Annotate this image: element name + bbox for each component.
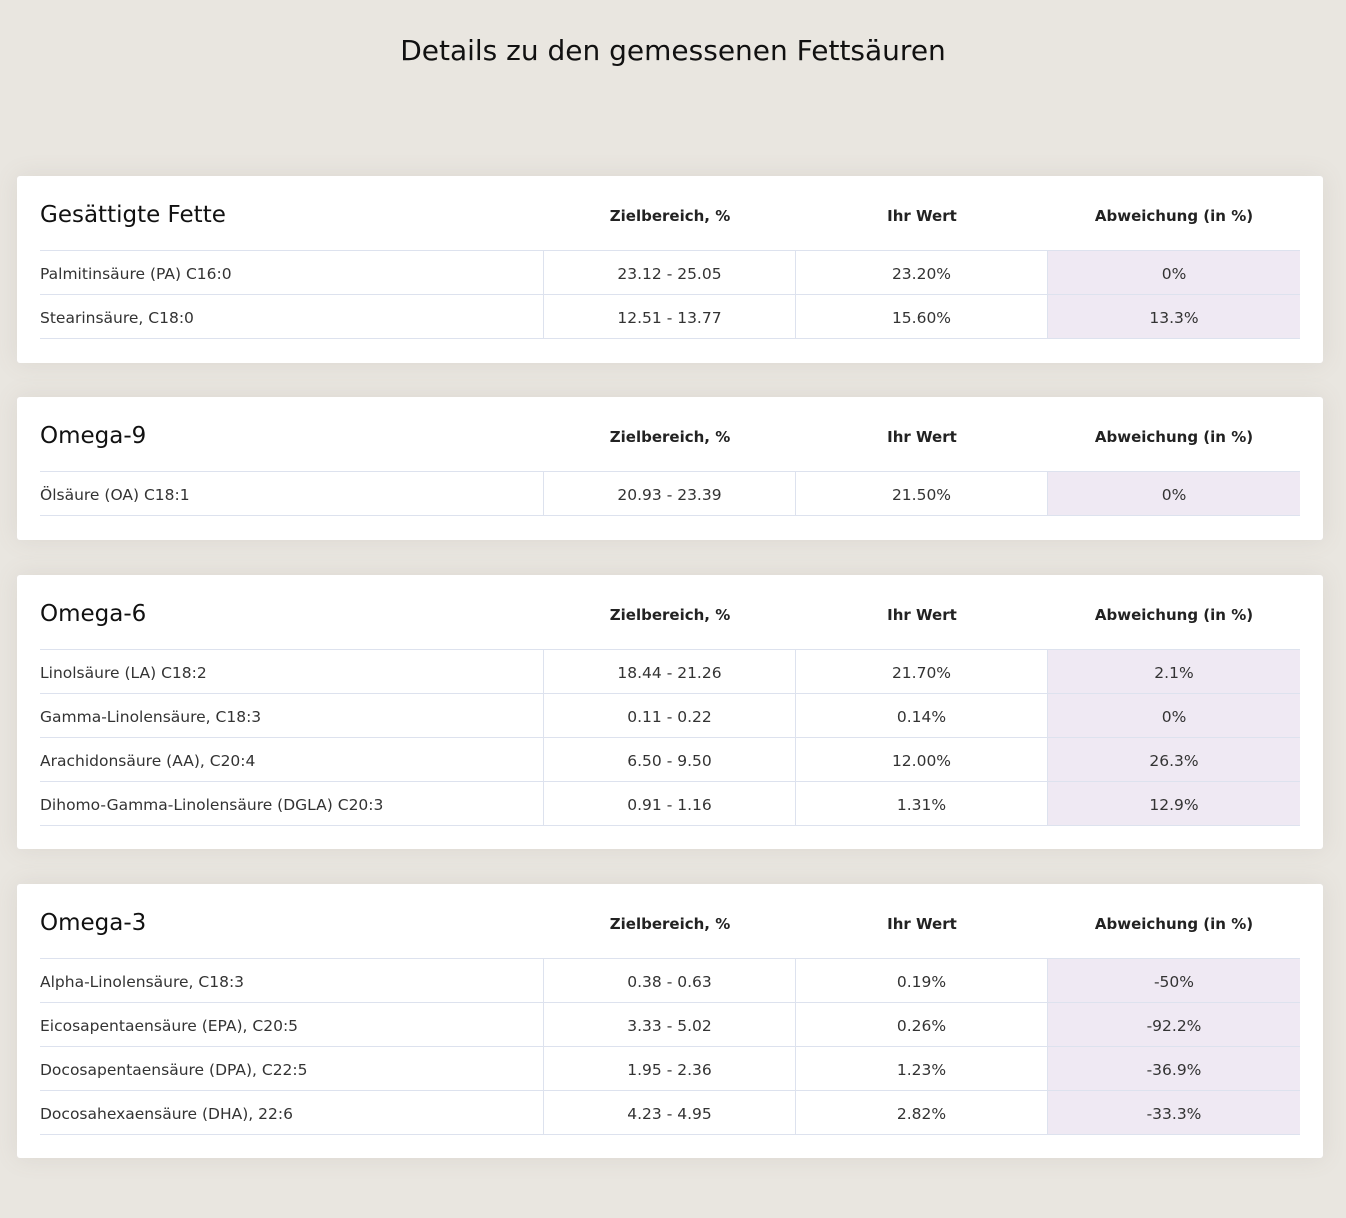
- table-row: Eicosapentaensäure (EPA), C20:5 3.33 - 5…: [40, 1003, 1300, 1047]
- fatty-acid-name: Linolsäure (LA) C18:2: [40, 650, 544, 693]
- table-row: Stearinsäure, C18:0 12.51 - 13.77 15.60%…: [40, 295, 1300, 339]
- column-header-your-value: Ihr Wert: [887, 915, 957, 933]
- table-row: Gamma-Linolensäure, C18:3 0.11 - 0.22 0.…: [40, 694, 1300, 738]
- deviation: -33.3%: [1048, 1091, 1300, 1134]
- target-range: 3.33 - 5.02: [544, 1003, 796, 1046]
- table-row: Linolsäure (LA) C18:2 18.44 - 21.26 21.7…: [40, 650, 1300, 694]
- measured-value: 0.19%: [796, 959, 1048, 1002]
- measured-value: 21.50%: [796, 472, 1048, 515]
- table-row: Dihomo-Gamma-Linolensäure (DGLA) C20:3 0…: [40, 782, 1300, 826]
- section-saturated-fats: Gesättigte Fette Zielbereich, % Ihr Wert…: [17, 176, 1323, 363]
- section-title: Omega-9: [40, 423, 147, 449]
- fatty-acid-name: Dihomo-Gamma-Linolensäure (DGLA) C20:3: [40, 782, 544, 825]
- table-row: Alpha-Linolensäure, C18:3 0.38 - 0.63 0.…: [40, 959, 1300, 1003]
- deviation: 26.3%: [1048, 738, 1300, 781]
- deviation: -92.2%: [1048, 1003, 1300, 1046]
- measured-value: 1.31%: [796, 782, 1048, 825]
- column-header-target-range: Zielbereich, %: [609, 207, 731, 225]
- table-row: Docosapentaensäure (DPA), C22:5 1.95 - 2…: [40, 1047, 1300, 1091]
- measured-value: 2.82%: [796, 1091, 1048, 1134]
- target-range: 18.44 - 21.26: [544, 650, 796, 693]
- fatty-acid-name: Stearinsäure, C18:0: [40, 295, 544, 338]
- section-omega-9: Omega-9 Zielbereich, % Ihr Wert Abweichu…: [17, 397, 1323, 540]
- section-title: Gesättigte Fette: [40, 202, 226, 228]
- section-header: Omega-9 Zielbereich, % Ihr Wert Abweichu…: [40, 397, 1300, 472]
- target-range: 23.12 - 25.05: [544, 251, 796, 294]
- page-title: Details zu den gemessenen Fettsäuren: [400, 34, 946, 67]
- section-omega-6: Omega-6 Zielbereich, % Ihr Wert Abweichu…: [17, 575, 1323, 849]
- section-header: Omega-3 Zielbereich, % Ihr Wert Abweichu…: [40, 884, 1300, 959]
- fatty-acid-name: Alpha-Linolensäure, C18:3: [40, 959, 544, 1002]
- measured-value: 12.00%: [796, 738, 1048, 781]
- fatty-acid-name: Palmitinsäure (PA) C16:0: [40, 251, 544, 294]
- column-header-deviation: Abweichung (in %): [1094, 207, 1254, 225]
- section-header: Gesättigte Fette Zielbereich, % Ihr Wert…: [40, 176, 1300, 251]
- column-header-your-value: Ihr Wert: [887, 606, 957, 624]
- measured-value: 1.23%: [796, 1047, 1048, 1090]
- column-header-target-range: Zielbereich, %: [609, 606, 731, 624]
- fatty-acid-name: Docosahexaensäure (DHA), 22:6: [40, 1091, 544, 1134]
- deviation: 0%: [1048, 472, 1300, 515]
- table-row: Palmitinsäure (PA) C16:0 23.12 - 25.05 2…: [40, 251, 1300, 295]
- fatty-acid-name: Docosapentaensäure (DPA), C22:5: [40, 1047, 544, 1090]
- fatty-acid-name: Arachidonsäure (AA), C20:4: [40, 738, 544, 781]
- table-row: Ölsäure (OA) C18:1 20.93 - 23.39 21.50% …: [40, 472, 1300, 516]
- target-range: 6.50 - 9.50: [544, 738, 796, 781]
- deviation: 13.3%: [1048, 295, 1300, 338]
- column-header-deviation: Abweichung (in %): [1094, 915, 1254, 933]
- column-header-deviation: Abweichung (in %): [1094, 428, 1254, 446]
- column-header-your-value: Ihr Wert: [887, 207, 957, 225]
- fatty-acid-name: Eicosapentaensäure (EPA), C20:5: [40, 1003, 544, 1046]
- deviation: 12.9%: [1048, 782, 1300, 825]
- column-header-target-range: Zielbereich, %: [609, 915, 731, 933]
- target-range: 1.95 - 2.36: [544, 1047, 796, 1090]
- column-header-your-value: Ihr Wert: [887, 428, 957, 446]
- section-title: Omega-3: [40, 910, 147, 936]
- section-title: Omega-6: [40, 601, 147, 627]
- deviation: -50%: [1048, 959, 1300, 1002]
- target-range: 0.38 - 0.63: [544, 959, 796, 1002]
- target-range: 12.51 - 13.77: [544, 295, 796, 338]
- column-header-target-range: Zielbereich, %: [609, 428, 731, 446]
- table-row: Docosahexaensäure (DHA), 22:6 4.23 - 4.9…: [40, 1091, 1300, 1135]
- deviation: -36.9%: [1048, 1047, 1300, 1090]
- section-header: Omega-6 Zielbereich, % Ihr Wert Abweichu…: [40, 575, 1300, 650]
- deviation: 2.1%: [1048, 650, 1300, 693]
- target-range: 0.11 - 0.22: [544, 694, 796, 737]
- fatty-acid-name: Gamma-Linolensäure, C18:3: [40, 694, 544, 737]
- measured-value: 23.20%: [796, 251, 1048, 294]
- measured-value: 0.26%: [796, 1003, 1048, 1046]
- target-range: 0.91 - 1.16: [544, 782, 796, 825]
- measured-value: 0.14%: [796, 694, 1048, 737]
- deviation: 0%: [1048, 251, 1300, 294]
- deviation: 0%: [1048, 694, 1300, 737]
- measured-value: 15.60%: [796, 295, 1048, 338]
- fatty-acid-name: Ölsäure (OA) C18:1: [40, 472, 544, 515]
- section-omega-3: Omega-3 Zielbereich, % Ihr Wert Abweichu…: [17, 884, 1323, 1158]
- target-range: 4.23 - 4.95: [544, 1091, 796, 1134]
- target-range: 20.93 - 23.39: [544, 472, 796, 515]
- table-row: Arachidonsäure (AA), C20:4 6.50 - 9.50 1…: [40, 738, 1300, 782]
- column-header-deviation: Abweichung (in %): [1094, 606, 1254, 624]
- measured-value: 21.70%: [796, 650, 1048, 693]
